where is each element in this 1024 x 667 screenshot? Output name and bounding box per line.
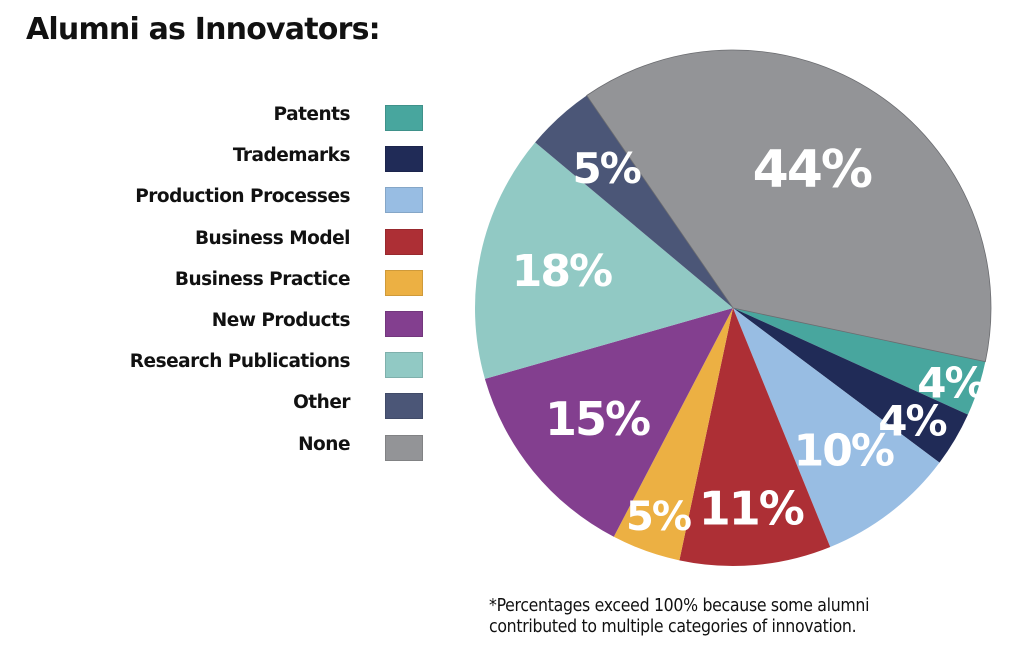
legend-label: Production Processes (135, 186, 350, 208)
legend-label: Other (293, 392, 350, 414)
pie-slice-research-publications (474, 142, 733, 379)
pie-slice-business-model (679, 308, 831, 566)
data-label-other: 5% (573, 144, 641, 193)
data-label-research-publications: 18% (512, 246, 612, 297)
data-label-business-practice: 5% (626, 494, 691, 540)
data-label-business-model: 11% (699, 482, 804, 536)
legend-label: Business Model (194, 227, 351, 249)
pie-slice-production-processes (733, 308, 940, 547)
legend-swatch (385, 187, 423, 214)
legend: Patents Trademarks Production Processes … (100, 102, 425, 473)
footnote-line-1: *Percentages exceed 100% because some al… (489, 596, 870, 616)
legend-swatch (385, 105, 423, 131)
footnote: *Percentages exceed 100% because some al… (489, 596, 870, 638)
legend-item-research-publications: Research Publications (100, 349, 425, 390)
legend-swatch (385, 393, 423, 420)
pie-labels: 4%4%10%11%5%15%18%5% 44% (512, 140, 988, 540)
legend-swatch (385, 228, 423, 255)
data-label-production-processes: 10% (794, 426, 894, 477)
legend-swatch (385, 434, 423, 461)
legend-item-trademarks: Trademarks (100, 143, 425, 184)
pie-slices (474, 49, 992, 566)
legend-swatch (385, 269, 423, 296)
data-label-none: 44% (753, 140, 872, 200)
legend-label: New Products (211, 309, 351, 331)
legend-item-production-processes: Production Processes (100, 184, 425, 225)
legend-label: Business Practice (174, 268, 351, 290)
data-label-patents: 4% (917, 359, 985, 408)
data-label-trademarks: 4% (878, 397, 946, 446)
pie-slice-trademarks (733, 308, 968, 463)
legend-swatch (385, 352, 423, 379)
legend-item-patents: Patents (100, 102, 425, 143)
legend-label: Research Publications (129, 351, 351, 373)
pie-slice-patents (733, 308, 986, 415)
pie-slice-none (586, 49, 992, 363)
pie-slice-new-products (484, 308, 733, 537)
data-label-new-products: 15% (545, 392, 650, 446)
legend-item-business-model: Business Model (100, 226, 425, 267)
legend-item-other: Other (100, 390, 425, 431)
chart-title: Alumni as Innovators: (26, 12, 381, 47)
legend-item-business-practice: Business Practice (100, 267, 425, 308)
legend-label: Trademarks (232, 145, 351, 167)
legend-item-new-products: New Products (100, 308, 425, 349)
pie-slice-business-practice (613, 308, 733, 561)
footnote-line-2: contributed to multiple categories of in… (489, 617, 857, 637)
legend-swatch (385, 310, 423, 337)
legend-label: Patents (273, 104, 351, 125)
legend-label: None (298, 433, 350, 455)
legend-swatch (385, 146, 423, 173)
pie-slice-other (535, 95, 733, 308)
legend-item-none: None (100, 432, 425, 473)
